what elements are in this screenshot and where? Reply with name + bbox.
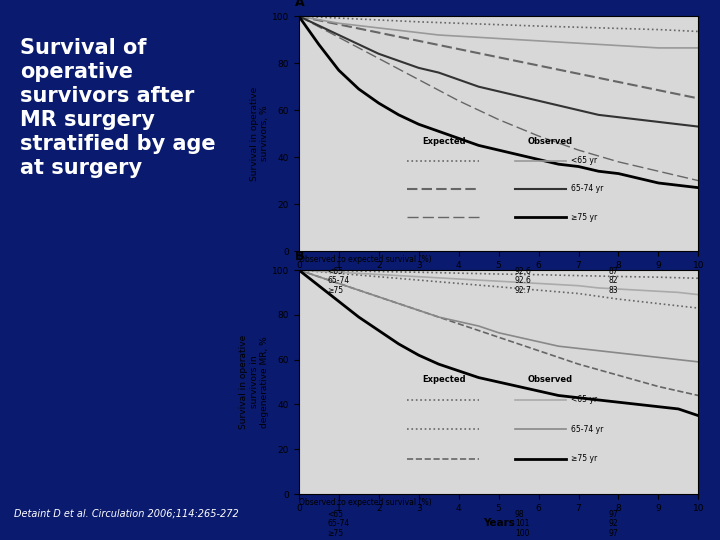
Text: A: A bbox=[294, 0, 305, 9]
Text: 92.6: 92.6 bbox=[515, 276, 531, 286]
Text: 92: 92 bbox=[608, 519, 618, 529]
Text: ≥75: ≥75 bbox=[328, 286, 343, 295]
Text: Observed to expected survival (%): Observed to expected survival (%) bbox=[299, 255, 431, 264]
Text: 87: 87 bbox=[608, 267, 618, 276]
Text: 100: 100 bbox=[515, 529, 529, 538]
Text: 97: 97 bbox=[608, 529, 618, 538]
Text: Observed to expected survival (%): Observed to expected survival (%) bbox=[299, 498, 431, 507]
Text: <65: <65 bbox=[328, 510, 343, 519]
Text: 101: 101 bbox=[515, 519, 529, 529]
Text: Detaint D et al. Circulation 2006;114:265-272: Detaint D et al. Circulation 2006;114:26… bbox=[14, 508, 239, 518]
Text: 82: 82 bbox=[608, 276, 618, 286]
Text: 65-74: 65-74 bbox=[328, 519, 350, 529]
Text: 65-74: 65-74 bbox=[328, 276, 350, 286]
Text: Survival of
operative
survivors after
MR surgery
stratified by age
at surgery: Survival of operative survivors after MR… bbox=[20, 38, 215, 178]
Text: 98: 98 bbox=[515, 510, 524, 519]
Text: 83: 83 bbox=[608, 286, 618, 295]
Y-axis label: Survival in operative
survivors in
degenerative MR, %: Survival in operative survivors in degen… bbox=[239, 335, 269, 429]
Text: ≥75: ≥75 bbox=[328, 529, 343, 538]
Text: 97: 97 bbox=[608, 510, 618, 519]
Text: 92.6: 92.6 bbox=[515, 267, 531, 276]
Text: 92.7: 92.7 bbox=[515, 286, 531, 295]
Text: B: B bbox=[294, 250, 305, 264]
Text: <65: <65 bbox=[328, 267, 343, 276]
Y-axis label: Survival in operative
survivors, %: Survival in operative survivors, % bbox=[250, 86, 269, 181]
X-axis label: Years: Years bbox=[482, 518, 515, 528]
